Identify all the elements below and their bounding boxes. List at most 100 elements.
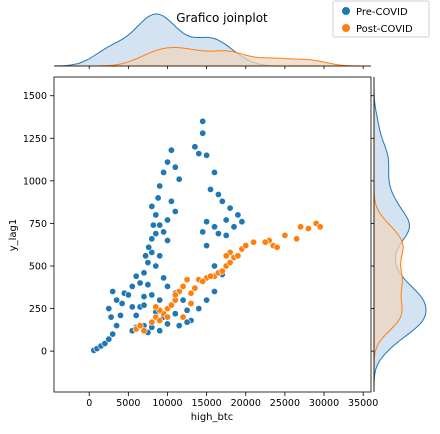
- point-pre-covid: [226, 204, 234, 212]
- point-post-covid: [148, 318, 156, 326]
- point-pre-covid: [171, 163, 179, 171]
- point-pre-covid: [156, 182, 164, 190]
- point-pre-covid: [148, 291, 156, 299]
- point-pre-covid: [230, 223, 238, 231]
- point-pre-covid: [148, 235, 156, 243]
- y-tick-label: 750: [29, 219, 47, 230]
- point-pre-covid: [179, 296, 187, 304]
- point-post-covid: [140, 327, 148, 335]
- point-pre-covid: [101, 339, 109, 347]
- point-pre-covid: [167, 197, 175, 205]
- y-tick-label: 500: [29, 262, 47, 273]
- legend-label-post-covid: Post-COVID: [356, 24, 413, 35]
- point-pre-covid: [109, 287, 117, 295]
- point-pre-covid: [175, 175, 183, 183]
- top-marginal-kde: [53, 13, 371, 69]
- point-post-covid: [191, 284, 199, 292]
- legend-box: [332, 0, 430, 38]
- y-tick-label: 0: [41, 347, 47, 358]
- point-pre-covid: [152, 262, 160, 270]
- x-tick-label: 0: [86, 398, 92, 409]
- point-pre-covid: [167, 146, 175, 154]
- point-pre-covid: [211, 287, 219, 295]
- y-tick-label: 1000: [23, 176, 47, 187]
- point-pre-covid: [132, 272, 140, 280]
- point-pre-covid: [164, 158, 172, 166]
- point-post-covid: [152, 303, 160, 311]
- point-post-covid: [281, 231, 289, 239]
- y-tick-label: 1250: [23, 134, 47, 145]
- point-pre-covid: [214, 191, 222, 199]
- point-pre-covid: [164, 282, 172, 290]
- point-pre-covid: [195, 150, 203, 158]
- point-pre-covid: [175, 322, 183, 330]
- point-pre-covid: [171, 208, 179, 216]
- point-pre-covid: [195, 305, 203, 313]
- point-pre-covid: [214, 230, 222, 238]
- point-post-covid: [187, 289, 195, 297]
- point-pre-covid: [140, 269, 148, 277]
- x-tick-label: 15000: [192, 398, 222, 409]
- point-pre-covid: [218, 197, 226, 205]
- point-post-covid: [179, 282, 187, 290]
- point-pre-covid: [156, 221, 164, 229]
- point-pre-covid: [199, 228, 207, 236]
- point-pre-covid: [207, 185, 215, 193]
- x-tick-label: 10000: [152, 398, 182, 409]
- point-pre-covid: [113, 322, 121, 330]
- point-post-covid: [218, 267, 226, 275]
- point-pre-covid: [164, 237, 172, 245]
- point-pre-covid: [222, 216, 230, 224]
- point-pre-covid: [234, 211, 242, 219]
- point-pre-covid: [107, 313, 115, 321]
- point-pre-covid: [160, 274, 168, 282]
- point-pre-covid: [140, 301, 148, 309]
- point-pre-covid: [183, 306, 191, 314]
- point-pre-covid: [203, 242, 211, 250]
- point-pre-covid: [128, 303, 136, 311]
- point-pre-covid: [124, 291, 132, 299]
- point-pre-covid: [160, 228, 168, 236]
- plot-frame: [53, 76, 372, 393]
- point-post-covid: [226, 259, 234, 267]
- point-pre-covid: [199, 129, 207, 137]
- point-pre-covid: [145, 243, 153, 251]
- point-post-covid: [316, 223, 324, 231]
- point-pre-covid: [152, 230, 160, 238]
- point-pre-covid: [148, 202, 156, 210]
- x-tick-label: 5000: [116, 398, 140, 409]
- legend-label-pre-covid: Pre-COVID: [356, 7, 408, 18]
- x-tick-label: 30000: [309, 398, 339, 409]
- point-pre-covid: [152, 211, 160, 219]
- point-pre-covid: [118, 299, 126, 307]
- point-post-covid: [261, 238, 269, 246]
- point-post-covid: [304, 225, 312, 233]
- point-post-covid: [199, 277, 207, 285]
- point-post-covid: [171, 291, 179, 299]
- point-post-covid: [164, 313, 172, 321]
- point-pre-covid: [148, 248, 156, 256]
- y-axis-label: y_lag1: [8, 219, 19, 252]
- point-pre-covid: [156, 296, 164, 304]
- point-pre-covid: [203, 218, 211, 226]
- point-pre-covid: [149, 221, 157, 229]
- point-pre-covid: [105, 305, 113, 313]
- point-pre-covid: [105, 335, 113, 343]
- x-axis-label: high_btc: [191, 412, 234, 423]
- point-pre-covid: [171, 310, 179, 318]
- legend: Pre-COVID Post-COVID: [332, 0, 430, 38]
- point-pre-covid: [144, 281, 152, 289]
- point-post-covid: [183, 276, 191, 284]
- point-pre-covid: [203, 296, 211, 304]
- point-pre-covid: [222, 231, 230, 239]
- legend-marker-post-covid: [342, 24, 350, 32]
- point-pre-covid: [160, 168, 168, 176]
- point-post-covid: [234, 252, 242, 260]
- point-pre-covid: [128, 282, 136, 290]
- point-post-covid: [297, 223, 305, 231]
- point-post-covid: [222, 252, 230, 260]
- point-pre-covid: [156, 252, 164, 260]
- point-pre-covid: [238, 218, 246, 226]
